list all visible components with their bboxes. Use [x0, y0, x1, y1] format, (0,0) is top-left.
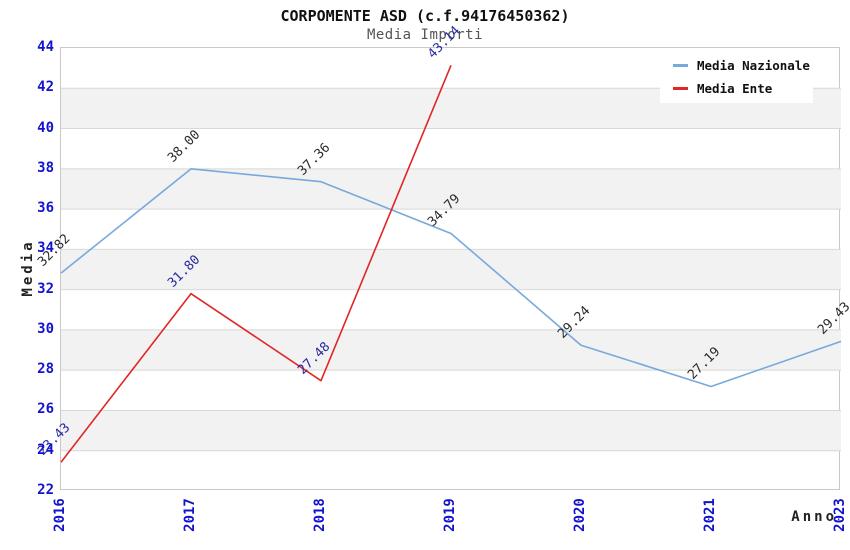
plot-canvas	[60, 65, 842, 463]
series-line-media-nazionale	[60, 168, 842, 388]
x-axis-title: Anno	[791, 509, 837, 525]
y-tick-label: 34	[37, 240, 54, 257]
x-tick-label: 2017	[182, 498, 198, 532]
y-tick-label: 22	[37, 482, 54, 498]
plot-band	[61, 410, 841, 451]
x-tick-label: 2019	[442, 498, 458, 532]
legend: Media Nazionale Media Ente	[660, 51, 813, 103]
y-tick-label: 32	[37, 280, 54, 297]
legend-item-media-nazionale: Media Nazionale	[673, 58, 813, 73]
x-tick-label: 2020	[572, 498, 588, 532]
y-tick-label: 44	[37, 39, 54, 55]
x-tick-label: 2016	[52, 498, 68, 532]
plot-band	[61, 249, 841, 290]
y-tick-label: 24	[37, 441, 54, 458]
y-tick-label: 28	[37, 361, 54, 378]
plot-band	[61, 168, 841, 210]
plot-area: 32.82 38.00 37.36 34.79 29.24 27.19 29.43 23.43…	[35, 24, 850, 490]
x-tick-label: 2018	[312, 498, 328, 532]
line-marker-red-icon	[673, 86, 688, 90]
legend-label: Media Ente	[697, 80, 773, 96]
line-marker-blue-icon	[673, 64, 688, 68]
y-tick-label: 42	[37, 79, 54, 96]
y-tick-label: 26	[37, 401, 54, 418]
x-tick-label: 2021	[702, 498, 718, 532]
legend-label: Media Nazionale	[697, 58, 810, 74]
y-tick-label: 40	[37, 119, 54, 136]
plot-band	[61, 329, 841, 371]
y-tick-label: 36	[37, 200, 54, 217]
chart-subtitle: Media Importi	[366, 27, 484, 43]
series-line-media-ente	[60, 65, 452, 463]
legend-item-media-ente: Media Ente	[673, 81, 813, 96]
y-tick-label: 38	[37, 159, 54, 176]
chart-title: CORPOMENTE ASD (c.f.94176450362)	[280, 7, 570, 25]
y-axis-title: Media	[20, 239, 36, 297]
y-tick-label: 30	[37, 320, 54, 337]
